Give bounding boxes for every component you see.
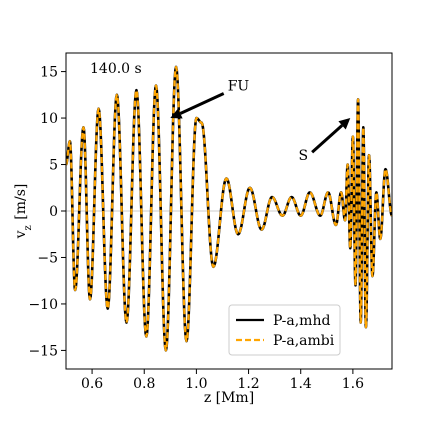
x-tick-label: 1.2: [237, 376, 259, 392]
legend: P-a,mhd P-a,ambi: [228, 304, 341, 356]
y-tick-label: 0: [49, 204, 58, 220]
s-arrow-head: [338, 118, 351, 130]
x-tick-label: 0.8: [133, 376, 155, 392]
y-axis: −15 −10 −5 0 5 10 15: [28, 65, 66, 359]
y-tick-label: 5: [49, 158, 58, 174]
y-axis-label: vz [m/s]: [13, 184, 34, 240]
series-line-ambi: [66, 65, 392, 352]
y-tick-label: 15: [40, 65, 58, 81]
fu-arrow-shaft: [179, 92, 225, 115]
x-tick-label: 1.0: [185, 376, 207, 392]
y-tick-label: −15: [28, 343, 58, 359]
x-tick-label: 0.6: [81, 376, 103, 392]
annotations: 140.0 s FU S: [90, 61, 351, 164]
x-tick-label: 1.6: [342, 376, 364, 392]
legend-label-mhd: P-a,mhd: [273, 313, 330, 329]
fu-label: FU: [228, 79, 250, 95]
y-tick-label: −10: [28, 297, 58, 313]
time-label: 140.0 s: [90, 61, 142, 77]
fu-arrow-head: [170, 108, 183, 119]
x-axis: 0.6 0.8 1.0 1.2 1.4 1.6: [81, 369, 364, 392]
legend-label-ambi: P-a,ambi: [273, 333, 335, 349]
s-arrow-shaft: [311, 124, 344, 154]
y-tick-label: −5: [37, 250, 58, 266]
y-tick-label: 10: [40, 111, 58, 127]
x-tick-label: 1.4: [290, 376, 312, 392]
x-axis-label: z [Mm]: [204, 390, 254, 406]
s-label: S: [299, 148, 309, 164]
legend-box: [228, 304, 341, 356]
